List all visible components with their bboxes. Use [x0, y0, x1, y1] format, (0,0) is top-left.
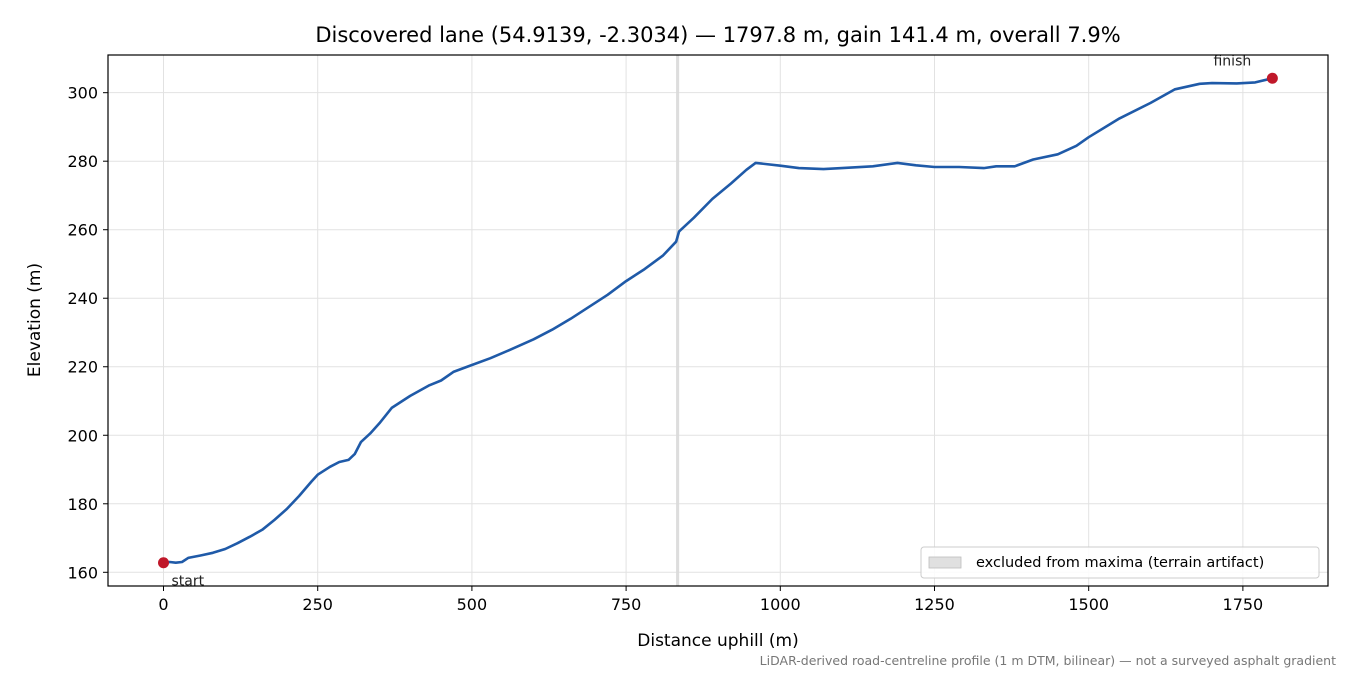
y-axis-label: Elevation (m) [25, 263, 45, 377]
start-point [158, 557, 170, 569]
chart-title: Discovered lane (54.9139, -2.3034) — 179… [315, 23, 1120, 47]
y-tick-label: 260 [67, 221, 98, 240]
x-axis-label: Distance uphill (m) [637, 631, 798, 651]
grid [108, 55, 1328, 586]
y-tick-label: 180 [67, 495, 98, 514]
x-tick-label: 1500 [1068, 595, 1109, 614]
legend-swatch-excluded [928, 556, 962, 569]
legend-label-excluded: excluded from maxima (terrain artifact) [976, 555, 1264, 571]
x-tick-label: 0 [158, 595, 168, 614]
footnote: LiDAR-derived road-centreline profile (1… [760, 653, 1336, 668]
x-tick-label: 1000 [760, 595, 801, 614]
x-tick-label: 750 [611, 595, 642, 614]
legend-frame [920, 546, 1320, 579]
plot-frame [107, 54, 1329, 587]
y-tick-label: 200 [67, 426, 98, 445]
ticks: 0 250 500 750 1000 1250 1500 1750 160 180 200 220 24… [67, 84, 1263, 614]
finish-annotation: finish [1213, 53, 1251, 69]
finish-point [1266, 72, 1278, 84]
y-tick-label: 220 [67, 358, 98, 377]
elevation-line [162, 77, 1274, 564]
series-layer: start finish [158, 53, 1278, 590]
x-tick-label: 500 [457, 595, 488, 614]
x-tick-label: 250 [302, 595, 333, 614]
start-annotation: start [172, 574, 205, 590]
x-tick-label: 1750 [1223, 595, 1264, 614]
y-tick-label: 160 [67, 563, 98, 582]
excluded-band [676, 55, 680, 586]
y-tick-label: 240 [67, 289, 98, 308]
x-tick-label: 1250 [914, 595, 955, 614]
excluded-band-layer [676, 55, 680, 586]
y-tick-label: 300 [67, 84, 98, 103]
legend: excluded from maxima (terrain artifact) [920, 546, 1320, 579]
y-tick-label: 280 [67, 152, 98, 171]
